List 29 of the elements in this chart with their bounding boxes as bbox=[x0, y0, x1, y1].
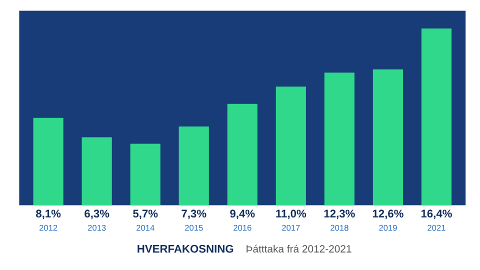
data-label: 12,3% bbox=[324, 210, 355, 220]
data-label: 9,4% bbox=[230, 210, 255, 220]
x-tick-label: 2018 bbox=[330, 224, 348, 231]
data-label: 12,6% bbox=[372, 210, 404, 220]
bar bbox=[276, 86, 306, 206]
data-label: 11,0% bbox=[276, 210, 306, 220]
text: Þátttaka frá 2012-2021 bbox=[246, 244, 352, 253]
x-tick-label: 2015 bbox=[185, 224, 203, 231]
x-tick-label: 2021 bbox=[428, 224, 446, 231]
bar bbox=[178, 126, 209, 206]
x-tick-label: 2014 bbox=[136, 224, 154, 231]
data-label: 5,7% bbox=[133, 210, 158, 220]
bar bbox=[372, 69, 404, 206]
data-label: 6,3% bbox=[84, 210, 110, 220]
bar bbox=[227, 104, 258, 206]
bar bbox=[82, 137, 112, 206]
data-label: 8,1% bbox=[36, 210, 61, 220]
bar bbox=[130, 144, 160, 206]
bar bbox=[324, 72, 354, 206]
data-label: 7,3% bbox=[182, 210, 206, 220]
text: HVERFAKOSNING bbox=[138, 244, 234, 253]
x-tick-label: 2013 bbox=[88, 224, 106, 231]
x-tick-label: 2019 bbox=[379, 224, 397, 231]
x-tick-label: 2012 bbox=[39, 224, 58, 231]
data-label: 16,4% bbox=[421, 210, 452, 220]
x-tick-label: 2016 bbox=[234, 224, 252, 231]
x-tick-label: 2017 bbox=[282, 224, 300, 231]
bar bbox=[33, 118, 64, 206]
bar bbox=[421, 28, 452, 206]
